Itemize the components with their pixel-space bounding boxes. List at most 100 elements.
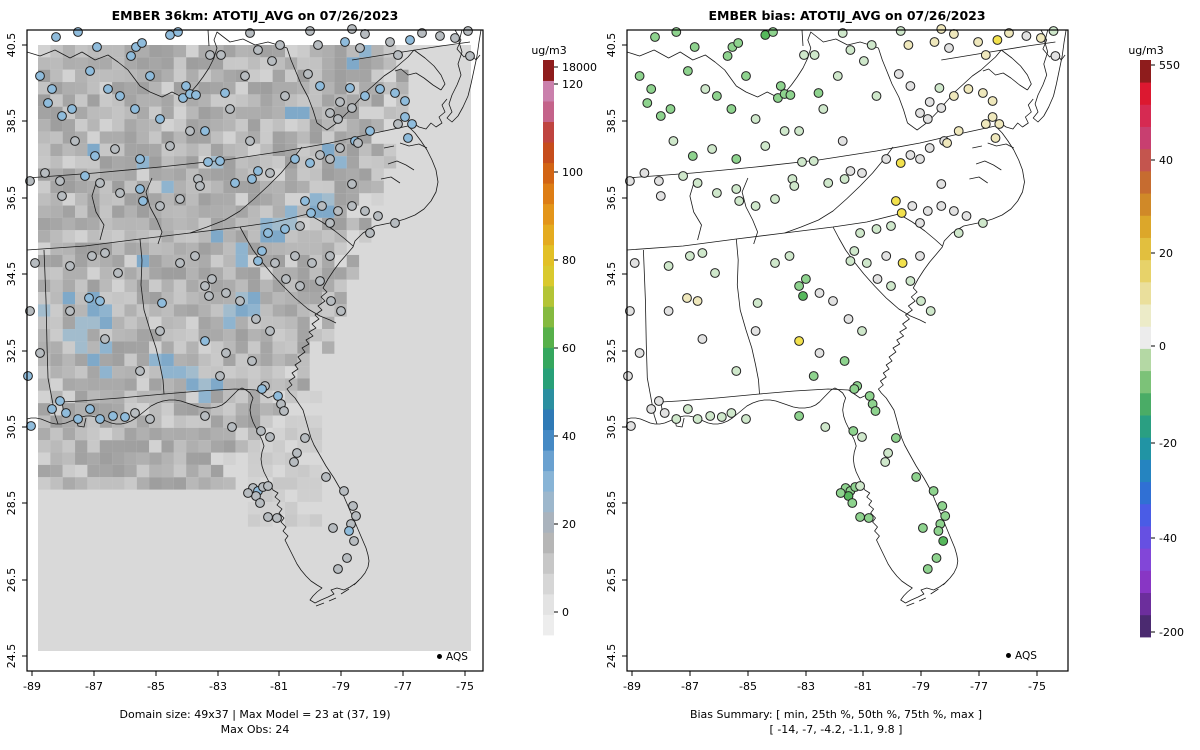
- aqs-station-point: [770, 194, 780, 204]
- aqs-station-point: [687, 151, 698, 161]
- aqs-station-point: [678, 171, 688, 181]
- aqs-station-point: [797, 157, 807, 167]
- left-caption-line1: Domain size: 49x37 | Max Model = 23 at (…: [119, 708, 391, 721]
- aqs-station-point: [654, 176, 664, 186]
- aqs-station-point: [871, 224, 882, 234]
- aqs-station-point: [685, 251, 695, 261]
- aqs-station-point: [393, 119, 403, 129]
- model-axes: -89 -87 -85 -83 -81 -79 -77 -75 40.5 38.5 36.5 34.5…: [5, 29, 484, 693]
- aqs-station-point: [95, 296, 105, 306]
- aqs-station-point: [929, 37, 940, 47]
- aqs-station-point: [400, 96, 410, 106]
- colorbar-segment: [1140, 459, 1151, 483]
- aqs-station-point: [435, 31, 445, 41]
- aqs-station-point: [47, 84, 57, 94]
- colorbar-segment: [1140, 82, 1151, 105]
- aqs-station-point: [752, 298, 763, 308]
- aqs-station-point: [257, 384, 267, 394]
- aqs-station-point: [115, 188, 125, 198]
- aqs-station-point: [200, 411, 210, 421]
- right-panel-title: EMBER bias: ATOTIJ_AVG on 07/26/2023: [708, 8, 986, 23]
- aqs-station-point: [292, 448, 302, 458]
- aqs-station-point: [905, 150, 916, 160]
- model-colorbar: 18000 120 100 80 60 40 20 0: [543, 60, 597, 636]
- aqs-station-point: [794, 281, 804, 291]
- map-outline: [735, 238, 760, 395]
- aqs-station-point: [626, 421, 636, 431]
- aqs-station-point: [733, 38, 744, 48]
- map-outline: [454, 29, 481, 61]
- colorbar-segment: [1140, 126, 1151, 150]
- aqs-station-point: [263, 512, 273, 522]
- x-tick-label: -89: [623, 680, 641, 693]
- aqs-station-point: [863, 513, 874, 523]
- aqs-station-point: [623, 371, 633, 381]
- right-aqs-legend: AQS: [1006, 650, 1037, 662]
- aqs-station-point: [634, 71, 645, 81]
- aqs-station-point: [25, 306, 35, 316]
- aqs-station-point: [953, 228, 964, 238]
- bias-colorbar: 550 40 20 0 -20 -40 -200: [1140, 59, 1184, 639]
- y-tick-label: 28.5: [5, 491, 18, 516]
- aqs-station-point: [835, 488, 846, 498]
- aqs-station-point: [405, 35, 415, 45]
- aqs-station-point: [263, 481, 273, 491]
- aqs-station-point: [629, 258, 640, 268]
- aqs-station-point: [87, 251, 97, 261]
- aqs-station-point: [843, 314, 854, 324]
- aqs-station-point: [400, 112, 410, 122]
- colorbar-tick-label: 18000: [562, 61, 597, 74]
- aqs-station-point: [325, 251, 335, 261]
- aqs-station-point: [393, 50, 403, 60]
- colorbar-segment: [543, 614, 554, 636]
- x-tick-label: -89: [23, 680, 41, 693]
- aqs-station-point: [973, 37, 983, 47]
- aqs-station-point: [716, 412, 727, 422]
- map-outline: [907, 49, 1002, 131]
- aqs-station-point: [922, 206, 933, 216]
- aqs-station-point: [450, 33, 460, 43]
- map-outline: [315, 602, 325, 607]
- aqs-station-point: [934, 83, 945, 93]
- map-outline: [784, 146, 894, 234]
- aqs-station-point: [789, 181, 800, 191]
- aqs-station-point: [712, 91, 722, 101]
- map-outline: [399, 142, 428, 149]
- aqs-station-point: [870, 406, 881, 416]
- map-outline: [741, 177, 758, 245]
- map-outline: [878, 47, 908, 124]
- colorbar-segment: [543, 470, 554, 492]
- aqs-station-point: [344, 526, 354, 536]
- aqs-station-point: [895, 26, 906, 36]
- aqs-station-point: [295, 221, 305, 231]
- aqs-station-point: [857, 326, 867, 336]
- aqs-station-point: [55, 396, 65, 406]
- aqs-station-point: [245, 28, 255, 38]
- aqs-station-point: [235, 296, 245, 306]
- colorbar-tick-label: 80: [562, 254, 576, 267]
- aqs-station-point: [779, 126, 790, 136]
- aqs-station-point: [390, 218, 400, 228]
- aqs-station-point: [317, 201, 327, 211]
- aqs-station-point: [911, 472, 922, 482]
- map-outline: [328, 597, 337, 602]
- aqs-station-point: [23, 371, 33, 381]
- aqs-station-point: [770, 258, 780, 268]
- aqs-station-point: [808, 156, 819, 166]
- aqs-station-point: [325, 218, 335, 228]
- aqs-station-point: [700, 84, 711, 94]
- aqs-station-point: [961, 211, 972, 221]
- map-outline: [1040, 29, 1066, 61]
- aqs-station-point: [987, 96, 998, 106]
- x-tick-label: -79: [332, 680, 350, 693]
- y-tick-label: 34.5: [605, 262, 618, 287]
- map-outline: [930, 588, 939, 595]
- map-outline: [163, 388, 278, 399]
- colorbar-segment: [543, 429, 554, 451]
- aqs-station-point: [255, 498, 265, 508]
- x-tick-label: -79: [912, 680, 930, 693]
- aqs-station-point: [837, 136, 848, 146]
- colorbar-segment: [1140, 415, 1151, 438]
- aqs-station-point: [190, 251, 200, 261]
- left-aqs-legend: AQS: [437, 651, 468, 663]
